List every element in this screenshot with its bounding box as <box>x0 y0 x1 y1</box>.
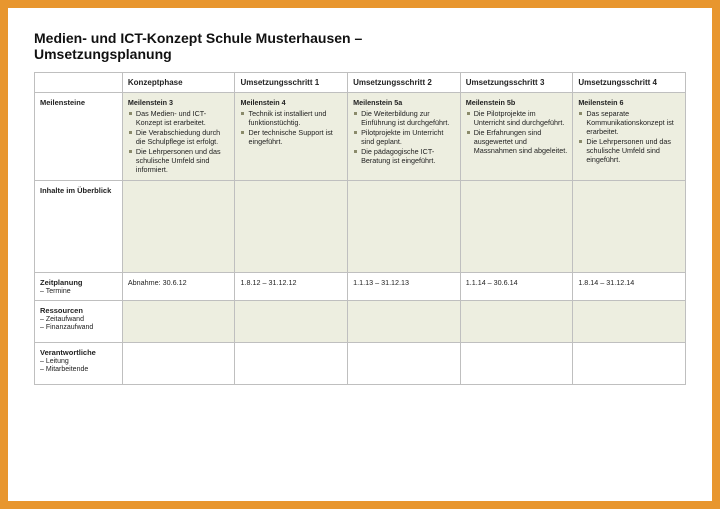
cell-empty <box>573 181 686 273</box>
row-zeitplanung: Zeitplanung – Termine Abnahme: 30.6.12 1… <box>35 273 686 301</box>
col-empty <box>35 73 123 93</box>
rowlabel-text: Ressourcen <box>40 306 83 315</box>
cell-zeit-c3: 1.1.13 – 31.12.13 <box>348 273 461 301</box>
ms-item: Technik ist installiert und funktionstüc… <box>240 109 342 127</box>
ms-item: Die Erfahrungen sind ausgewertet und Mas… <box>466 128 568 155</box>
ms-title: Meilenstein 3 <box>128 98 230 107</box>
row-verantwortliche: Verantwortliche – Leitung – Mitarbeitend… <box>35 343 686 385</box>
rowlabel-inhalte: Inhalte im Überblick <box>35 181 123 273</box>
ms-list: Die Weiterbildung zur Einführung ist dur… <box>353 109 455 165</box>
ms-list: Die Pilotprojekte im Unterricht sind dur… <box>466 109 568 155</box>
rowlabel-text: Verantwortliche <box>40 348 96 357</box>
ms-list: Technik ist installiert und funktionstüc… <box>240 109 342 146</box>
col-konzept: Konzeptphase <box>122 73 235 93</box>
ms-item: Das separate Kommunikationskonzept ist e… <box>578 109 680 136</box>
rowlabel-verantwortliche: Verantwortliche – Leitung – Mitarbeitend… <box>35 343 123 385</box>
ms-item: Die pädagogische ICT-Beratung ist eingef… <box>353 147 455 165</box>
rowlabel-meilensteine: Meilensteine <box>35 93 123 181</box>
cell-empty <box>348 181 461 273</box>
ms-item: Das Medien- und ICT-Konzept ist erarbeit… <box>128 109 230 127</box>
col-schritt3: Umsetzungsschritt 3 <box>460 73 573 93</box>
ms-item: Die Verabschiedung durch die Schulpflege… <box>128 128 230 146</box>
rowlabel-sub: – Zeitaufwand <box>40 316 117 323</box>
cell-zeit-c5: 1.8.14 – 31.12.14 <box>573 273 686 301</box>
col-schritt1: Umsetzungsschritt 1 <box>235 73 348 93</box>
cell-empty <box>122 343 235 385</box>
ms-list: Das separate Kommunikationskonzept ist e… <box>578 109 680 164</box>
cell-ms-c1: Meilenstein 3 Das Medien- und ICT-Konzep… <box>122 93 235 181</box>
rowlabel-text: Zeitplanung <box>40 278 83 287</box>
col-schritt2: Umsetzungsschritt 2 <box>348 73 461 93</box>
cell-ms-c3: Meilenstein 5a Die Weiterbildung zur Ein… <box>348 93 461 181</box>
rowlabel-ressourcen: Ressourcen – Zeitaufwand – Finanzaufwand <box>35 301 123 343</box>
cell-empty <box>235 343 348 385</box>
ms-item: Pilotprojekte im Unterricht sind geplant… <box>353 128 455 146</box>
cell-empty <box>122 181 235 273</box>
ms-item: Der technische Support ist eingeführt. <box>240 128 342 146</box>
row-ressourcen: Ressourcen – Zeitaufwand – Finanzaufwand <box>35 301 686 343</box>
rowlabel-sub: – Finanzaufwand <box>40 324 117 331</box>
cell-empty <box>460 301 573 343</box>
document-page: Medien- und ICT-Konzept Schule Musterhau… <box>8 8 712 501</box>
planning-table: Konzeptphase Umsetzungsschritt 1 Umsetzu… <box>34 72 686 385</box>
ms-list: Das Medien- und ICT-Konzept ist erarbeit… <box>128 109 230 174</box>
cell-empty <box>348 301 461 343</box>
cell-empty <box>348 343 461 385</box>
cell-ms-c4: Meilenstein 5b Die Pilotprojekte im Unte… <box>460 93 573 181</box>
ms-title: Meilenstein 4 <box>240 98 342 107</box>
cell-empty <box>573 301 686 343</box>
ms-title: Meilenstein 6 <box>578 98 680 107</box>
cell-empty <box>573 343 686 385</box>
rowlabel-sub: – Termine <box>40 288 117 295</box>
ms-title: Meilenstein 5a <box>353 98 455 107</box>
cell-empty <box>235 181 348 273</box>
rowlabel-sub: – Mitarbeitende <box>40 366 117 373</box>
cell-empty <box>122 301 235 343</box>
ms-item: Die Lehrpersonen und das schulische Umfe… <box>128 147 230 174</box>
col-schritt4: Umsetzungsschritt 4 <box>573 73 686 93</box>
ms-item: Die Lehrpersonen und das schulische Umfe… <box>578 137 680 164</box>
cell-empty <box>460 181 573 273</box>
page-title-line2: Umsetzungsplanung <box>34 46 686 62</box>
cell-ms-c2: Meilenstein 4 Technik ist installiert un… <box>235 93 348 181</box>
rowlabel-sub: – Leitung <box>40 358 117 365</box>
cell-empty <box>460 343 573 385</box>
cell-ms-c5: Meilenstein 6 Das separate Kommunikation… <box>573 93 686 181</box>
cell-zeit-c4: 1.1.14 – 30.6.14 <box>460 273 573 301</box>
ms-item: Die Weiterbildung zur Einführung ist dur… <box>353 109 455 127</box>
page-title-line1: Medien- und ICT-Konzept Schule Musterhau… <box>34 30 686 46</box>
rowlabel-zeitplanung: Zeitplanung – Termine <box>35 273 123 301</box>
row-inhalte: Inhalte im Überblick <box>35 181 686 273</box>
cell-zeit-c1: Abnahme: 30.6.12 <box>122 273 235 301</box>
ms-title: Meilenstein 5b <box>466 98 568 107</box>
ms-item: Die Pilotprojekte im Unterricht sind dur… <box>466 109 568 127</box>
cell-zeit-c2: 1.8.12 – 31.12.12 <box>235 273 348 301</box>
cell-empty <box>235 301 348 343</box>
row-meilensteine: Meilensteine Meilenstein 3 Das Medien- u… <box>35 93 686 181</box>
table-header-row: Konzeptphase Umsetzungsschritt 1 Umsetzu… <box>35 73 686 93</box>
